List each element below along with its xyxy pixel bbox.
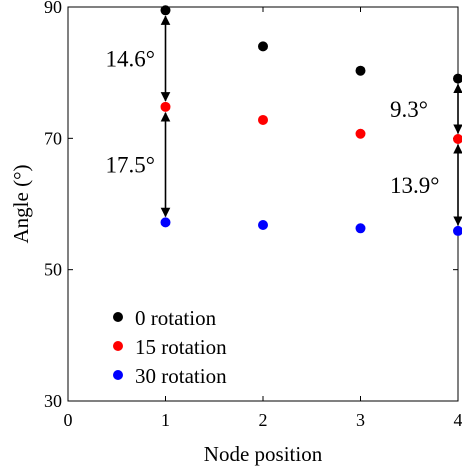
x-axis-label: Node position [204, 442, 323, 466]
y-tick-label: 50 [44, 260, 62, 280]
legend-marker [113, 341, 123, 351]
difference-annotations: 14.6° 17.5° 9.3° 13.9° [106, 15, 462, 226]
difference-label: 17.5° [106, 153, 155, 178]
difference-label: 13.9° [390, 173, 439, 198]
x-tick-label: 2 [259, 410, 268, 430]
legend-marker [113, 312, 123, 322]
data-point [355, 65, 366, 76]
axis-tick-labels: 0 1 2 3 4 30 50 70 90 [44, 0, 462, 430]
data-point [355, 128, 366, 139]
legend: 0 rotation 15 rotation 30 rotation [113, 306, 227, 388]
legend-label: 15 rotation [135, 335, 227, 359]
difference-label: 9.3° [390, 97, 428, 122]
data-point [453, 225, 462, 236]
y-axis-label: Angle (°) [9, 165, 33, 244]
y-tick-label: 70 [44, 128, 62, 148]
data-point [258, 114, 268, 125]
data-point [258, 41, 268, 52]
data-point [258, 220, 268, 231]
data-point [160, 101, 171, 112]
data-point [160, 5, 171, 16]
y-tick-label: 30 [44, 391, 62, 411]
x-tick-label: 3 [356, 410, 365, 430]
legend-label: 30 rotation [135, 364, 227, 388]
data-point [453, 133, 462, 144]
data-point [355, 223, 366, 234]
y-tick-label: 90 [44, 0, 62, 17]
difference-label: 14.6° [106, 47, 155, 72]
data-point [453, 73, 462, 84]
data-points [160, 5, 462, 236]
x-tick-label: 4 [454, 410, 462, 430]
x-tick-label: 0 [64, 410, 73, 430]
legend-marker [113, 370, 123, 380]
x-tick-label: 1 [161, 410, 170, 430]
legend-label: 0 rotation [135, 306, 217, 330]
data-point [160, 217, 171, 228]
